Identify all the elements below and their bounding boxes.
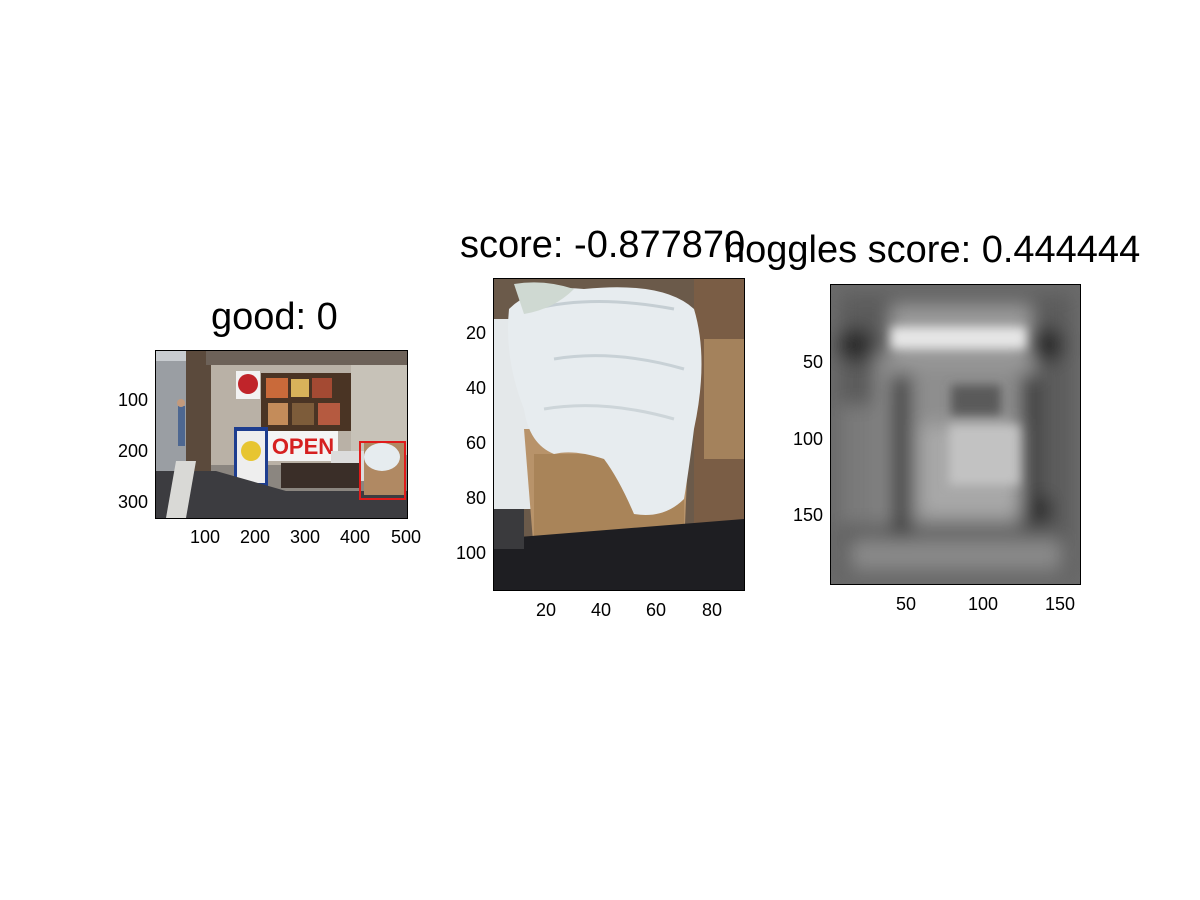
open-sign-text: OPEN [272,434,334,459]
panel-2-ytick: 20 [465,323,486,343]
panel-1-ytick: 100 [117,390,148,410]
panel-2-xtick: 20 [535,600,557,620]
panel-1-xtick: 300 [289,527,321,547]
wrapped-box-crop-image [494,279,744,590]
panel-1-image-axes: OPEN [155,350,408,519]
panel-2-ytick: 40 [465,378,486,398]
panel-2-title: score: -0.877870 [460,224,746,266]
panel-3-xtick: 100 [967,594,999,614]
detection-highlight-box [359,441,406,500]
panel-1-xtick: 500 [390,527,422,547]
panel-3-title: hoggles score: 0.444444 [724,229,1141,271]
panel-3-xtick: 150 [1044,594,1076,614]
panel-1-xtick: 100 [189,527,221,547]
panel-2-image-axes [493,278,745,591]
panel-3-image-axes [830,284,1081,585]
panel-1-xtick: 200 [239,527,271,547]
panel-3-ytick: 150 [792,505,823,525]
panel-1-title: good: 0 [211,296,338,338]
panel-2-ytick: 60 [465,433,486,453]
panel-1-ytick: 300 [117,492,148,512]
hog-visualization-image [831,285,1080,584]
panel-2-ytick: 100 [455,543,486,563]
panel-1-ytick: 200 [117,441,148,461]
street-scene-image: OPEN [156,351,407,518]
panel-1-xtick: 400 [339,527,371,547]
panel-2-xtick: 80 [701,600,723,620]
panel-2-xtick: 60 [645,600,667,620]
panel-2-ytick: 80 [465,488,486,508]
panel-3-xtick: 50 [895,594,917,614]
panel-2-xtick: 40 [590,600,612,620]
panel-3-ytick: 50 [802,352,823,372]
panel-3-ytick: 100 [792,429,823,449]
